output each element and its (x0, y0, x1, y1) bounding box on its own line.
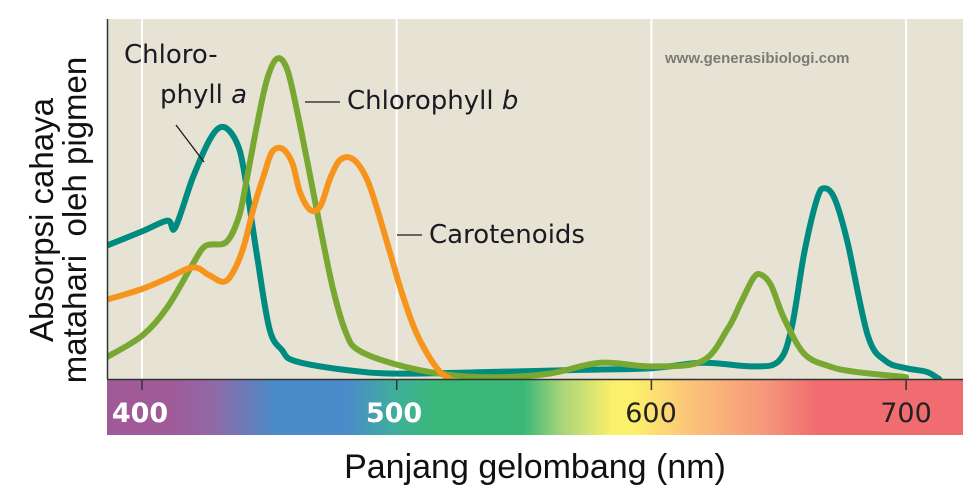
chlorophyll-b-label-italic: b (501, 86, 519, 116)
x-axis-label: Panjang gelombang (nm) (344, 448, 726, 486)
chlorophyll-b-label-text: Chlorophyll (347, 86, 502, 116)
chlorophyll-a-label-italic: a (231, 80, 248, 110)
vertical-gridlines (141, 19, 908, 379)
y-axis-label: Absorpsi cahaya matahari oleh pigmen (18, 20, 98, 420)
carotenoids-curve (107, 144, 454, 382)
chlorophyll-b-curve (107, 55, 910, 381)
x-tick-700: 700 (880, 398, 932, 429)
x-axis-ticks (141, 379, 907, 390)
watermark: www.generasibiologi.com (665, 50, 850, 67)
chlorophyll-a-label-line2: phyll a (160, 80, 247, 110)
y-axis-label-line2: matahari oleh pigmen (56, 56, 93, 384)
chlorophyll-b-label: Chlorophyll b (347, 86, 518, 116)
chlorophyll-a-label-line1: Chloro- (124, 40, 218, 70)
spectrum-bar (107, 379, 963, 435)
series-curves (107, 55, 943, 382)
x-tick-400: 400 (111, 398, 169, 429)
carotenoids-label: Carotenoids (429, 220, 585, 250)
chlorophyll-a-leader-line (175, 124, 205, 163)
y-axis-label-line1: Absorpsi cahaya (23, 98, 60, 342)
chlorophyll-a-label-text: phyll (160, 80, 232, 110)
chlorophyll-a-curve (107, 123, 943, 382)
x-tick-500: 500 (365, 398, 423, 429)
x-tick-600: 600 (625, 398, 677, 429)
